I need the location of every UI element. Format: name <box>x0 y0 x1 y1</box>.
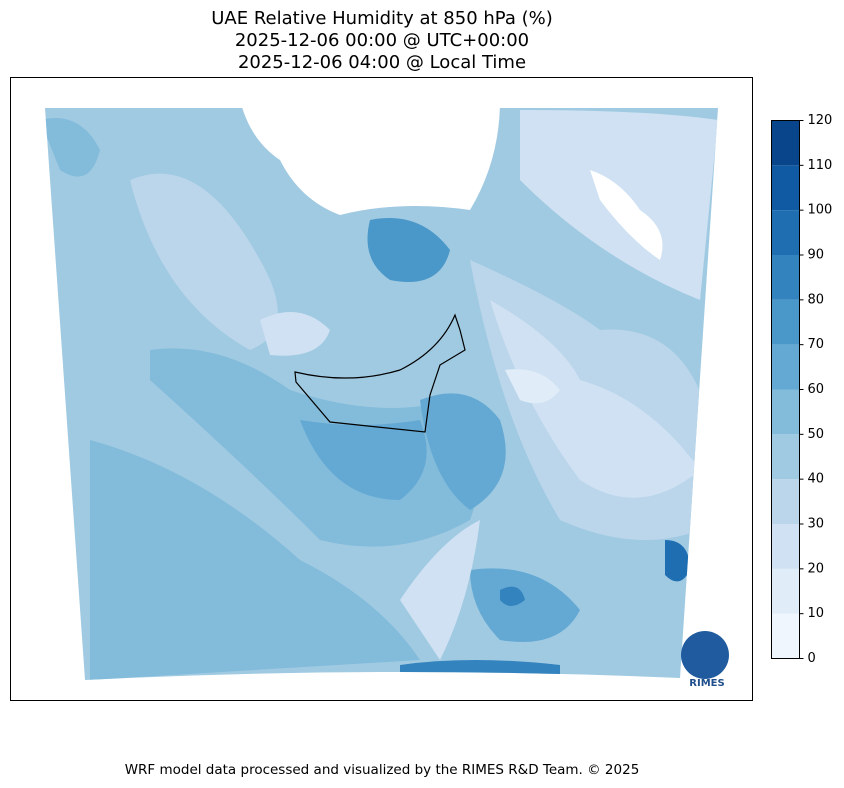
colorbar-bin <box>771 344 800 390</box>
contour <box>130 173 278 350</box>
colorbar-frame <box>771 120 800 659</box>
contour <box>400 520 480 660</box>
colorbar-tick-label: 70 <box>808 337 825 352</box>
contour <box>300 420 427 500</box>
colorbar-tick-label: 30 <box>808 517 825 532</box>
title-line: 2025-12-06 04:00 @ Local Time <box>238 52 526 73</box>
footer: WRF model data processed and visualized … <box>125 762 640 778</box>
colorbar-tick-label: 120 <box>808 113 833 128</box>
colorbar-tick-label: 20 <box>808 561 825 576</box>
uae-border <box>294 313 466 433</box>
contour <box>260 312 330 356</box>
colorbar-tick-label: 100 <box>808 203 833 218</box>
logo <box>681 631 729 679</box>
colorbar-bin <box>771 434 800 480</box>
contour <box>45 118 100 177</box>
map-frame <box>10 77 753 701</box>
colorbar: 0 10 20 30 40 50 60 70 80 90 100 110 120 <box>771 113 833 666</box>
contour <box>420 393 506 510</box>
colorbar-bin <box>771 299 800 345</box>
contour <box>367 218 450 282</box>
colorbar-tick-label: 80 <box>808 292 825 307</box>
colorbar-bin <box>771 120 800 166</box>
colorbar-bin <box>771 210 800 255</box>
colorbar-tick-label: 110 <box>808 158 833 173</box>
title-line: 2025-12-06 00:00 @ UTC+00:00 <box>235 30 529 51</box>
colorbar-tick-label: 90 <box>808 248 825 263</box>
colorbar-bin <box>771 389 800 435</box>
contour <box>505 369 560 404</box>
colorbar-tick-label: 10 <box>808 606 825 621</box>
contour <box>400 660 560 680</box>
colorbar-bin <box>771 524 800 569</box>
masked-land <box>240 108 500 215</box>
colorbar-tick-label: 50 <box>808 427 825 442</box>
contour <box>90 440 420 680</box>
colorbar-bin <box>771 255 800 300</box>
contour <box>500 586 525 606</box>
colorbar-tick-label: 0 <box>808 651 816 666</box>
colorbar-tick-label: 60 <box>808 382 825 397</box>
colorbar-tick-label: 40 <box>808 472 825 487</box>
contour <box>490 300 700 498</box>
logo-text: RIMES <box>689 678 724 689</box>
colorbar-bin <box>771 568 800 614</box>
title-line: UAE Relative Humidity at 850 hPa (%) <box>211 8 552 29</box>
colorbar-bin <box>771 613 800 659</box>
contour <box>665 540 690 582</box>
colorbar-bin <box>771 165 800 211</box>
masked-land <box>590 170 663 260</box>
contour <box>470 568 580 642</box>
colorbar-bin <box>771 479 800 524</box>
